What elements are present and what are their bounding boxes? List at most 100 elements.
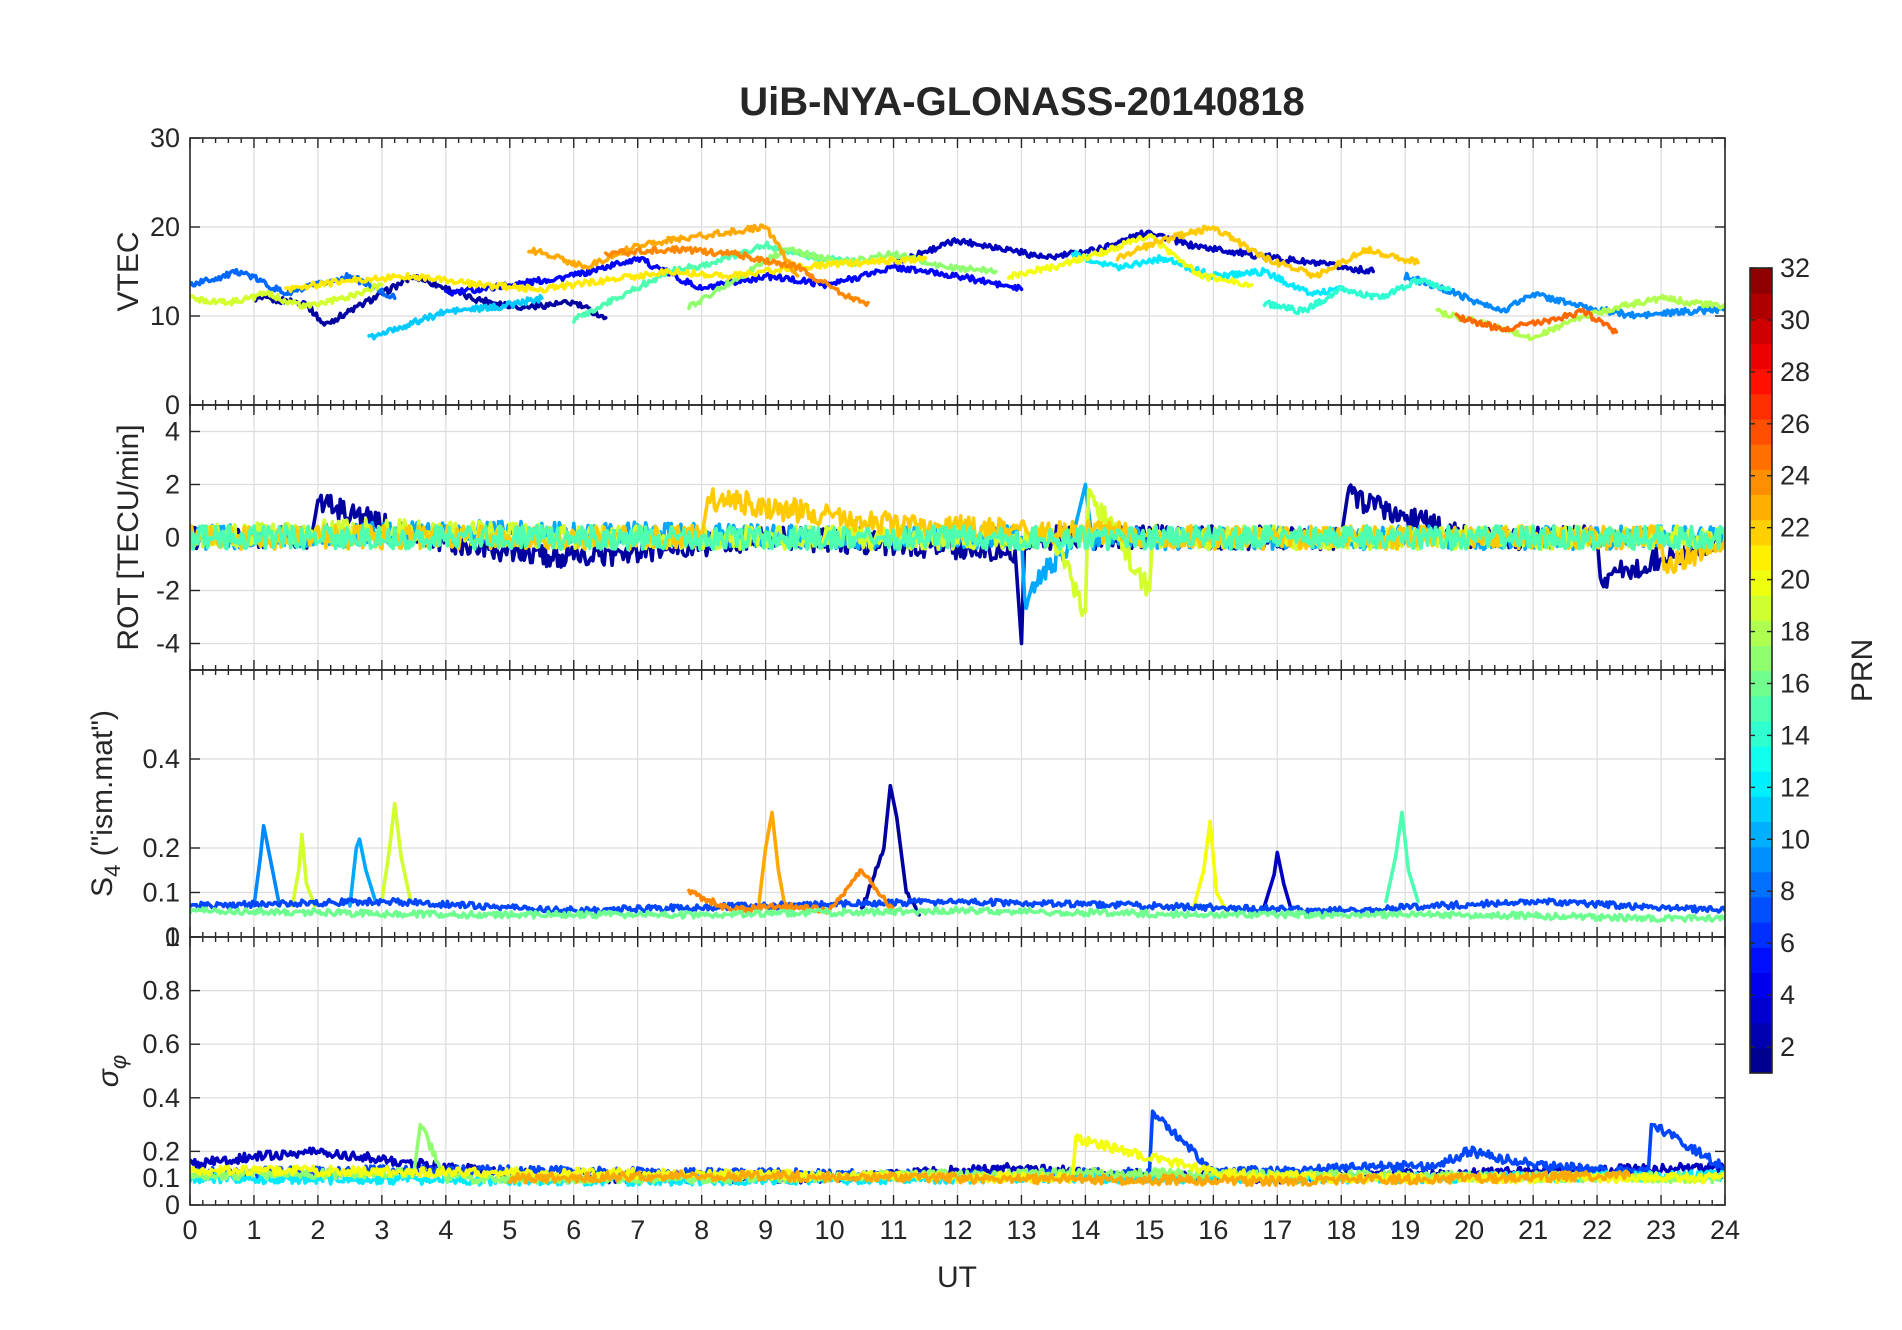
panel-rot: -4 -2 0 2 4 ROT [TECU/min] xyxy=(112,404,1726,671)
series-group xyxy=(190,783,1725,923)
y-axis-label: S4 ("ism.mat") xyxy=(86,710,125,897)
x-axis-label: UT xyxy=(937,1261,977,1294)
y-tick-label: 1 xyxy=(165,922,180,952)
colorbar-segment xyxy=(1750,444,1772,470)
y-tick-label: -2 xyxy=(156,576,180,606)
colorbar-segment xyxy=(1750,947,1772,973)
colorbar-tick-label: 22 xyxy=(1780,513,1810,543)
series-prn-25 xyxy=(1454,307,1619,335)
colorbar-segment xyxy=(1750,519,1772,546)
x-tick-label: 20 xyxy=(1454,1215,1484,1245)
axes-frame xyxy=(189,936,1726,1206)
series-prn-7 xyxy=(190,896,1725,915)
series-prn-20 xyxy=(190,1133,1725,1185)
series-prn-22 xyxy=(1115,224,1420,279)
colorbar-segment xyxy=(1750,268,1772,294)
colorbar-segment xyxy=(1750,620,1772,646)
y-tick-label: 30 xyxy=(150,123,180,153)
x-tick-label: 6 xyxy=(566,1215,581,1245)
x-tick-label: 0 xyxy=(182,1215,197,1245)
colorbar-tick-label: 26 xyxy=(1780,409,1810,439)
y-tick-label: 0.1 xyxy=(142,1163,180,1193)
x-tick-label: 11 xyxy=(880,1215,908,1245)
x-tick-label: 23 xyxy=(1646,1215,1676,1245)
series-prn-19 xyxy=(380,801,413,904)
colorbar-segment xyxy=(1750,670,1772,697)
y-tick-label: 0 xyxy=(165,390,180,420)
series-prn-14 xyxy=(1262,277,1452,316)
colorbar-segment xyxy=(1750,1022,1772,1049)
x-tick-label: 21 xyxy=(1518,1215,1548,1245)
colorbar-tick-label: 10 xyxy=(1780,824,1810,854)
colorbar-segment xyxy=(1750,494,1772,521)
colorbar-segment xyxy=(1750,922,1772,948)
x-tick-label: 5 xyxy=(502,1215,517,1245)
colorbar-tick-label: 24 xyxy=(1780,461,1810,491)
series-prn-9 xyxy=(1403,271,1725,320)
x-tick-label: 17 xyxy=(1262,1215,1292,1245)
colorbar-tick-label: 16 xyxy=(1780,668,1810,698)
colorbar-segment xyxy=(1750,318,1772,345)
panel-vtec: 0 10 20 30 VTEC xyxy=(112,123,1726,420)
series-prn-20 xyxy=(1192,819,1228,913)
series-group xyxy=(190,223,1725,342)
colorbar-frame xyxy=(1749,267,1773,1074)
y-tick-label: 0.2 xyxy=(142,833,180,863)
x-tick-label: 7 xyxy=(630,1215,645,1245)
colorbar-segment xyxy=(1750,695,1772,722)
x-tick-label: 15 xyxy=(1134,1215,1164,1245)
colorbar-segment xyxy=(1750,293,1772,319)
x-tick-label: 16 xyxy=(1198,1215,1228,1245)
series-prn-16 xyxy=(190,905,1725,923)
series-prn-19 xyxy=(290,832,317,908)
y-tick-label: 0.6 xyxy=(142,1029,180,1059)
series-prn-10 xyxy=(348,837,378,908)
series-prn-23 xyxy=(757,810,787,908)
colorbar-segment xyxy=(1750,343,1772,370)
series-prn-20 xyxy=(1006,233,1254,289)
x-tick-label: 19 xyxy=(1390,1215,1420,1245)
y-tick-label: 10 xyxy=(150,301,180,331)
series-prn-21 xyxy=(284,254,928,294)
series-prn-23 xyxy=(508,1169,1631,1187)
colorbar-segment xyxy=(1750,771,1772,797)
colorbar-segment xyxy=(1750,821,1772,848)
x-tick-label: 22 xyxy=(1582,1215,1612,1245)
y-tick-label: 4 xyxy=(165,417,180,447)
series-prn-15 xyxy=(190,523,1725,552)
colorbar-segment xyxy=(1750,1047,1772,1074)
x-tick-label: 4 xyxy=(438,1215,453,1245)
x-tick-label: 3 xyxy=(374,1215,389,1245)
series-prn-2 xyxy=(859,783,921,917)
colorbar-segment xyxy=(1750,469,1772,496)
colorbar-segment xyxy=(1750,645,1772,672)
x-tick-label: 24 xyxy=(1710,1215,1740,1245)
y-tick-label: 0.4 xyxy=(142,1083,180,1113)
series-prn-12 xyxy=(1070,249,1344,297)
colorbar-tick-label: 4 xyxy=(1780,980,1795,1010)
y-axis-label: VTEC xyxy=(112,231,145,311)
x-tick-label: 14 xyxy=(1070,1215,1100,1245)
colorbar-tick-label: 14 xyxy=(1780,720,1810,750)
colorbar-tick-label: 18 xyxy=(1780,617,1810,647)
x-tick-label: 1 xyxy=(246,1215,261,1245)
series-group xyxy=(190,1109,1725,1187)
x-tick-label: 9 xyxy=(758,1215,773,1245)
colorbar-tick-label: 12 xyxy=(1780,772,1810,802)
y-tick-label: 0.2 xyxy=(142,1136,180,1166)
series-prn-15 xyxy=(1384,810,1420,904)
series-prn-2 xyxy=(252,273,608,327)
y-tick-label: 20 xyxy=(150,212,180,242)
colorbar-label: PRN xyxy=(1846,639,1879,702)
colorbar-segment xyxy=(1750,569,1772,596)
y-tick-label: -4 xyxy=(156,629,180,659)
series-prn-24 xyxy=(687,868,896,915)
y-tick-label: 0 xyxy=(165,922,180,952)
x-tick-label: 13 xyxy=(1006,1215,1036,1245)
colorbar-segment xyxy=(1750,393,1772,420)
colorbar-tick-label: 30 xyxy=(1780,305,1810,335)
colorbar-segment xyxy=(1750,796,1772,823)
